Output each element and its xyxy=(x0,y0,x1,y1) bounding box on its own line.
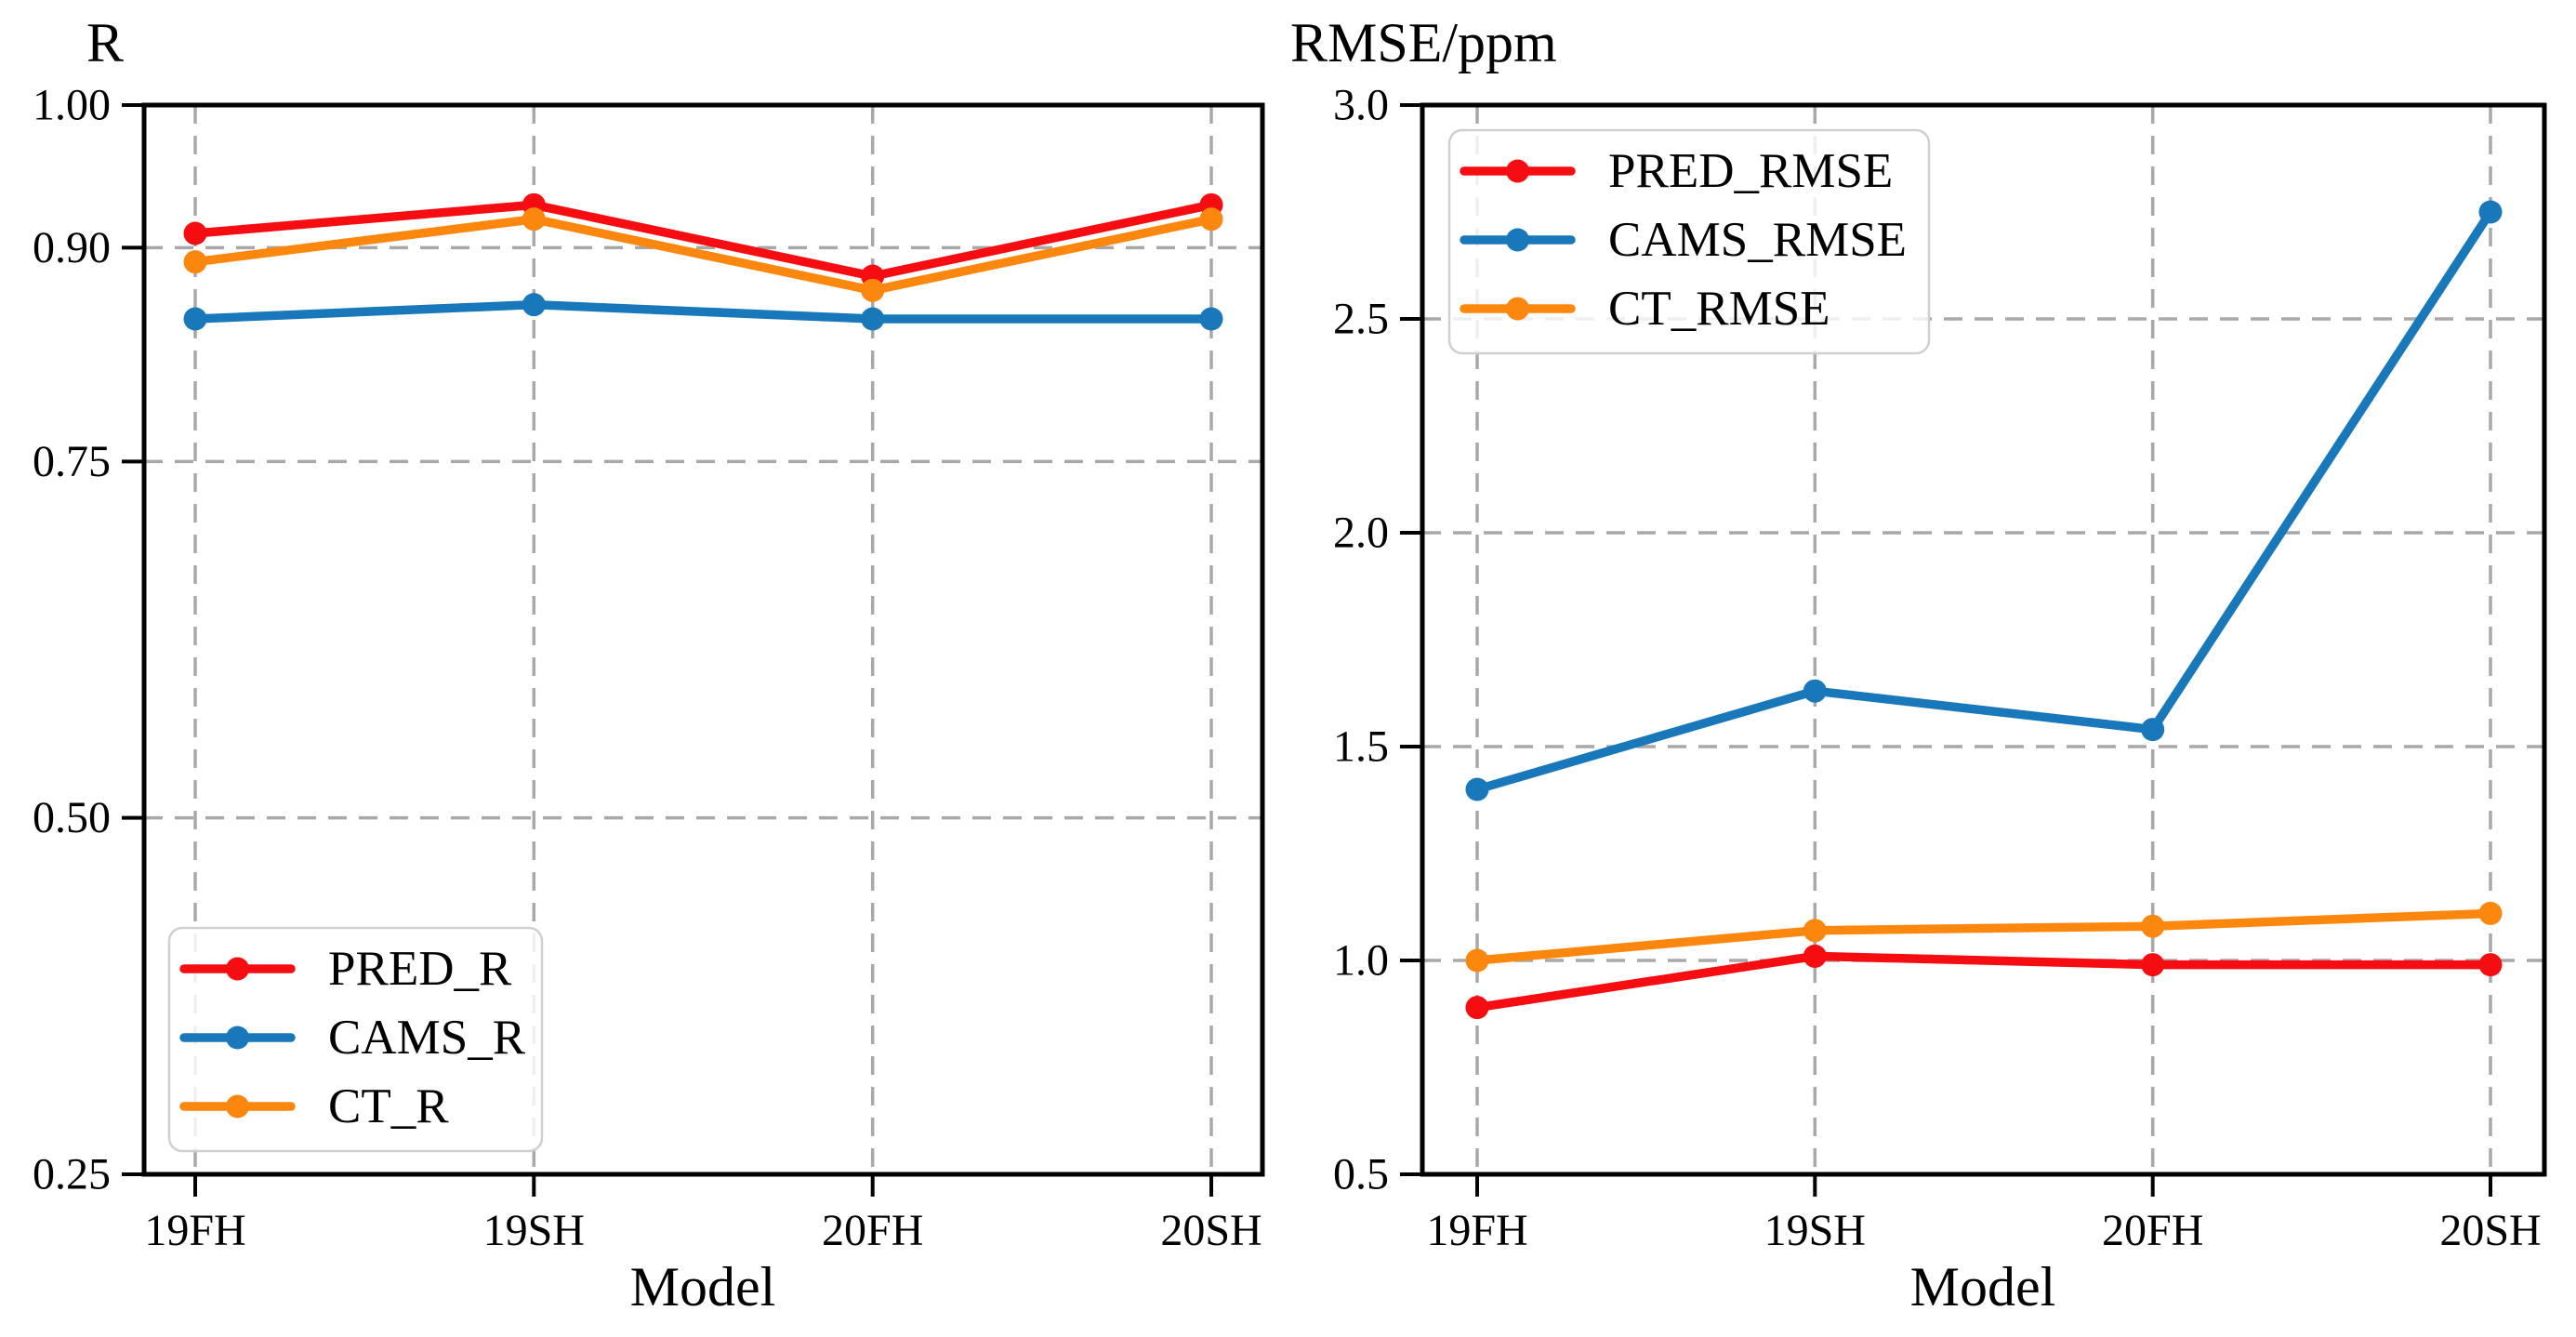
right-x-axis-label: Model xyxy=(1909,1256,2056,1317)
legend-box xyxy=(167,926,544,1153)
data-point-CAMS_RMSE-20FH xyxy=(2141,718,2165,742)
legend-sample-marker xyxy=(226,1094,249,1119)
y-tick-label: 0.50 xyxy=(33,793,111,842)
data-point-CAMS_RMSE-19SH xyxy=(1803,679,1827,703)
y-tick-label: 1.5 xyxy=(1333,722,1389,772)
legend-label-CT_RMSE: CT_RMSE xyxy=(1608,282,1830,336)
series-line-CAMS_R xyxy=(191,299,1216,324)
data-point-PRED_RMSE-19SH xyxy=(1803,944,1827,968)
x-tick-label: 20FH xyxy=(822,1206,923,1255)
legend-label-PRED_R: PRED_R xyxy=(328,942,512,996)
plot-border xyxy=(141,102,1265,1177)
y-tick-label: 2.5 xyxy=(1333,295,1389,344)
series-line-PRED_RMSE xyxy=(1473,951,2495,1013)
data-point-CT_R-20FH xyxy=(861,278,885,302)
series-line-PRED_R xyxy=(191,200,1216,281)
plot-border xyxy=(1420,102,2547,1177)
legend: PRED_R CAMS_R CT_R xyxy=(167,926,544,1153)
x-tick-label: 19SH xyxy=(483,1206,585,1255)
y-tick-label: 0.25 xyxy=(33,1150,111,1199)
left-chart-title: R xyxy=(86,12,125,73)
legend: PRED_RMSE CAMS_RMSE CT_RMSE xyxy=(1447,128,1931,355)
x-tick-label: 20FH xyxy=(2102,1206,2203,1255)
legend-box xyxy=(1447,128,1931,355)
legend-sample-marker xyxy=(226,1026,249,1050)
left-x-axis-label: Model xyxy=(629,1256,776,1317)
data-point-PRED_R-19FH xyxy=(183,221,207,245)
data-point-CT_RMSE-20FH xyxy=(2141,914,2165,938)
data-point-PRED_RMSE-20SH xyxy=(2478,953,2503,977)
legend-sample-marker xyxy=(1506,297,1529,321)
x-tick-label: 19FH xyxy=(1426,1206,1527,1255)
y-tick-label: 0.5 xyxy=(1333,1150,1389,1199)
y-tick-label: 1.0 xyxy=(1333,936,1389,986)
series-line-CT_RMSE xyxy=(1473,908,2495,965)
chart-panel-rmse: 3.0 2.5 2.0 1.5 1.0 0.5 19FH 19SH 20FH 20SH PRED_R… xyxy=(1333,81,2547,1255)
legend-label-CAMS_RMSE: CAMS_RMSE xyxy=(1608,213,1907,267)
y-tick-label: 3.0 xyxy=(1333,81,1389,130)
data-point-CT_RMSE-19SH xyxy=(1803,919,1827,943)
right-chart-title: RMSE/ppm xyxy=(1290,12,1557,73)
data-point-CT_RMSE-19FH xyxy=(1465,948,1489,973)
data-point-CAMS_R-20SH xyxy=(1199,307,1223,331)
legend-sample-marker xyxy=(226,957,249,981)
data-point-CAMS_RMSE-19FH xyxy=(1465,777,1489,801)
data-point-CAMS_R-20FH xyxy=(861,307,885,331)
data-point-CT_R-20SH xyxy=(1199,207,1223,232)
data-point-CT_RMSE-20SH xyxy=(2478,901,2503,925)
chart-panel-r: 1.00 0.90 0.75 0.50 0.25 19FH 19SH 20FH 20SH PRED… xyxy=(33,81,1265,1255)
data-point-CAMS_R-19SH xyxy=(522,293,546,317)
x-tick-label: 19FH xyxy=(144,1206,245,1255)
y-tick-label: 0.75 xyxy=(33,437,111,486)
data-point-PRED_RMSE-20FH xyxy=(2141,953,2165,977)
x-tick-label: 19SH xyxy=(1764,1206,1866,1255)
legend-label-CAMS_R: CAMS_R xyxy=(328,1011,526,1065)
legend-label-PRED_RMSE: PRED_RMSE xyxy=(1608,144,1893,198)
data-point-CT_R-19SH xyxy=(522,207,546,232)
series-line-CT_R xyxy=(191,214,1216,296)
y-tick-label: 0.90 xyxy=(33,223,111,272)
x-tick-label: 20SH xyxy=(2439,1206,2541,1255)
series-line-CAMS_RMSE xyxy=(1473,207,2495,794)
data-point-CAMS_RMSE-20SH xyxy=(2478,200,2503,224)
legend-sample-marker xyxy=(1506,228,1529,252)
data-point-PRED_RMSE-19FH xyxy=(1465,996,1489,1020)
y-tick-label: 1.00 xyxy=(33,81,111,130)
data-point-CT_R-19FH xyxy=(183,250,207,274)
legend-sample-marker xyxy=(1506,159,1529,183)
y-tick-label: 2.0 xyxy=(1333,509,1389,558)
x-tick-label: 20SH xyxy=(1160,1206,1262,1255)
legend-label-CT_R: CT_R xyxy=(328,1079,449,1133)
data-point-CAMS_R-19FH xyxy=(183,307,207,331)
